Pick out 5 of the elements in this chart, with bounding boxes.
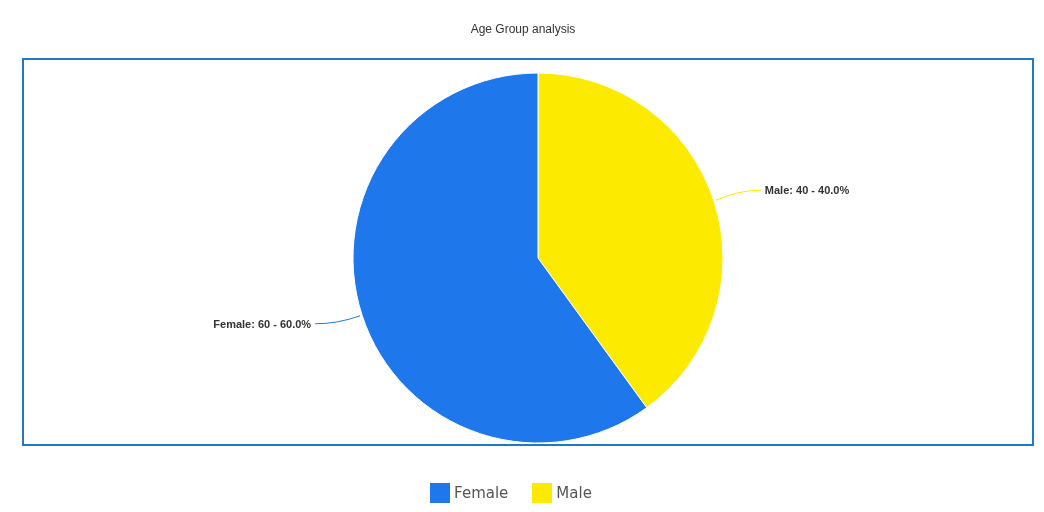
data-label: Female: 60 - 60.0%: [213, 317, 312, 330]
legend-label: Female: [454, 483, 509, 502]
chart-title: Age Group analysis: [469, 22, 577, 36]
data-label: Male: 40 - 40.0%: [764, 184, 850, 197]
legend-label: Male: [556, 483, 592, 502]
